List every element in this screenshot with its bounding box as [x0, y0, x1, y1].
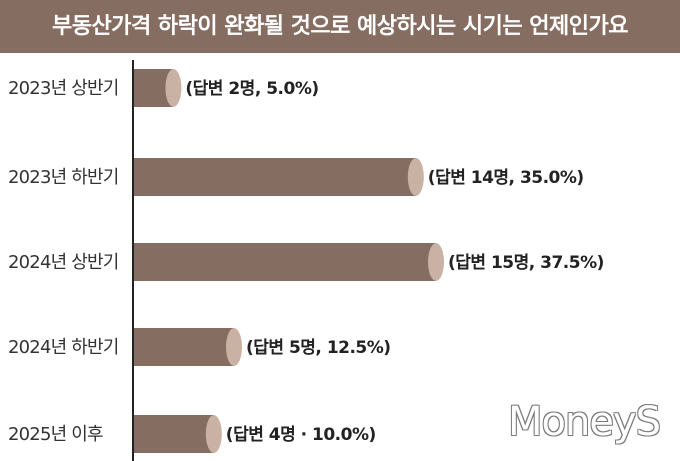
bar [134, 243, 436, 281]
category-label: 2024년 상반기 [8, 252, 119, 273]
title-bar [0, 0, 680, 53]
data-label: (답변 14명, 35.0%) [428, 168, 584, 188]
data-label: (답변 4명 · 10.0%) [226, 425, 376, 445]
chart-title: 부동산가격 하락이 완화될 것으로 예상하시는 시기는 언제인가요 [52, 14, 628, 39]
bar [134, 328, 234, 366]
category-label: 2025년 이후 [8, 424, 103, 445]
bar-end-cap [407, 158, 424, 196]
bar-end-cap [205, 415, 222, 453]
bar-end-cap [165, 69, 182, 107]
bar [134, 415, 214, 453]
category-label: 2024년 하반기 [8, 337, 119, 358]
data-label: (답변 2명, 5.0%) [185, 79, 318, 99]
bar-end-cap [428, 243, 444, 281]
bar-end-cap [226, 328, 242, 366]
data-label: (답변 5명, 12.5%) [246, 338, 391, 358]
data-label: (답변 15명, 37.5%) [448, 253, 604, 273]
bar [134, 158, 416, 196]
moneys-watermark-logo: MoneyS [507, 399, 661, 445]
category-label: 2023년 상반기 [8, 78, 119, 99]
category-label: 2023년 하반기 [8, 167, 119, 188]
